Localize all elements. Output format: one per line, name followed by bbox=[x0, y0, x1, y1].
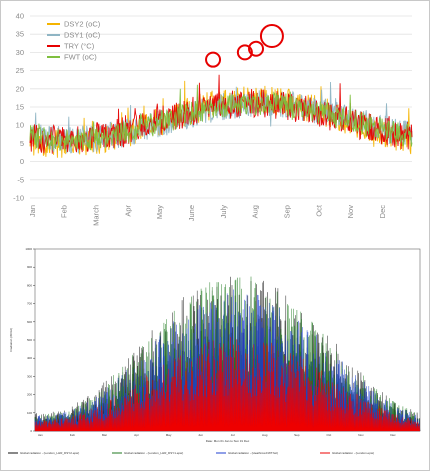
annotation-circle bbox=[236, 44, 253, 61]
x-tick-label: July bbox=[219, 205, 228, 219]
x-tick-label: Apr bbox=[134, 433, 139, 437]
x-tick-label: Aug bbox=[262, 433, 268, 437]
annotation-circle bbox=[248, 40, 265, 57]
y-tick-label: 0 bbox=[30, 429, 32, 433]
y-tick-label: 20 bbox=[16, 84, 24, 93]
y-tick-label: 30 bbox=[16, 48, 24, 57]
legend-label: TRY (°C) bbox=[64, 42, 95, 51]
y-tick-label: 200 bbox=[27, 393, 32, 397]
annotation-circle bbox=[259, 24, 284, 49]
x-tick-label: May bbox=[166, 433, 172, 437]
y-tick-label: 300 bbox=[27, 374, 32, 378]
annotation-circle bbox=[205, 51, 222, 68]
x-tick-label: Oct bbox=[314, 204, 323, 217]
y-tick-label: 1000 bbox=[25, 247, 32, 251]
x-tick-label: Mar bbox=[102, 433, 107, 437]
x-tick-label: Aug bbox=[251, 205, 260, 218]
series-line bbox=[29, 84, 413, 151]
y-tick-label: 5 bbox=[20, 139, 24, 148]
legend-label: DSY1 (oC) bbox=[64, 31, 101, 40]
legend-label: Global radiation - (Heathrow.FWT.fwt) bbox=[228, 451, 278, 455]
x-tick-label: Jan bbox=[38, 433, 43, 437]
series-line bbox=[29, 81, 413, 154]
y-tick-label: 700 bbox=[27, 302, 32, 306]
y-tick-label: 25 bbox=[16, 66, 24, 75]
x-tick-label: June bbox=[187, 205, 196, 221]
x-axis-label: Date: Mon 01 Jan to Sun 31 Dec bbox=[206, 439, 250, 443]
x-tick-label: Dec bbox=[378, 205, 387, 219]
y-axis-label: Irradiation (W/m2) bbox=[9, 328, 13, 352]
legend-label: FWT (oC) bbox=[64, 53, 97, 62]
y-tick-label: 10 bbox=[16, 121, 24, 130]
x-tick-label: March bbox=[91, 205, 100, 226]
y-tick-label: 35 bbox=[16, 30, 24, 39]
legend-label: Global radiation - (London_LHR_DSY2.epw) bbox=[20, 451, 79, 455]
y-tick-label: 800 bbox=[27, 283, 32, 287]
x-tick-label: Sep bbox=[282, 205, 291, 218]
x-tick-label: Dec bbox=[390, 433, 396, 437]
y-tick-label: 40 bbox=[16, 12, 24, 21]
legend-label: Global radiation - (London.epw) bbox=[332, 451, 374, 455]
x-tick-label: May bbox=[155, 205, 164, 219]
y-tick-label: 15 bbox=[16, 103, 24, 112]
y-tick-label: 400 bbox=[27, 356, 32, 360]
x-tick-label: Jul bbox=[231, 433, 235, 437]
legend-label: Global radiation - (London_LHR_DSY1.epw) bbox=[124, 451, 183, 455]
x-tick-label: Feb bbox=[70, 433, 76, 437]
x-tick-label: Jan bbox=[28, 205, 37, 217]
temperature-chart: -10 -5 0 5 10 15 20 25 30 35 40 Jan Feb March Apr May Ju… bbox=[13, 12, 413, 226]
x-tick-label: Oct bbox=[327, 433, 332, 437]
x-tick-label: Apr bbox=[123, 204, 132, 216]
y-tick-label: 100 bbox=[27, 411, 32, 415]
radiation-chart: 0 100 200 300 400 500 600 700 800 900 1000 Irradiat… bbox=[8, 247, 421, 455]
y-tick-label: 500 bbox=[27, 338, 32, 342]
x-tick-label: Jun bbox=[198, 433, 203, 437]
x-tick-label: Nov bbox=[358, 433, 364, 437]
x-tick-label: Sep bbox=[294, 433, 300, 437]
y-tick-label: 600 bbox=[27, 320, 32, 324]
y-tick-label: -10 bbox=[13, 194, 24, 203]
y-tick-label: 0 bbox=[20, 157, 24, 166]
y-tick-label: -5 bbox=[17, 175, 24, 184]
x-tick-label: Feb bbox=[60, 205, 69, 218]
x-tick-label: Nov bbox=[346, 205, 355, 219]
series-area bbox=[34, 337, 421, 432]
legend-label: DSY2 (oC) bbox=[64, 20, 101, 29]
y-tick-label: 900 bbox=[27, 265, 32, 269]
